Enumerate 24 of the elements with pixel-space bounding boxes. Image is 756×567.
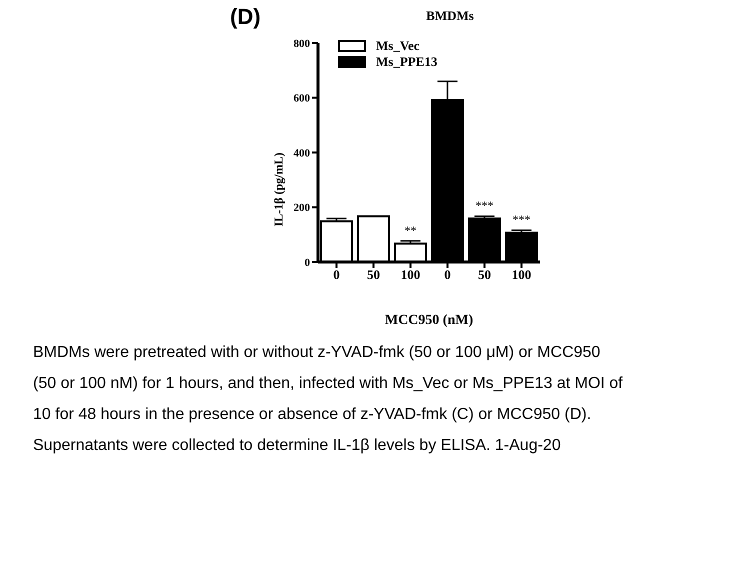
- legend-label: Ms_Vec: [376, 38, 420, 54]
- y-axis-title: IL-1β (pg/mL): [271, 152, 286, 226]
- text: (50 or 100 nM) for 1 hours, and then, infected with Ms_Vec or Ms_PPE13 at MOI of: [33, 374, 623, 394]
- x-tick-label: 50: [367, 267, 380, 282]
- y-tick-label: 600: [294, 92, 310, 105]
- data-label: ***: [475, 198, 494, 212]
- data-label: **: [404, 224, 416, 238]
- text: Supernatants were collected to determine IL-1β levels by ELISA. 1-Aug-20: [33, 436, 562, 456]
- y-tick-label: 800: [294, 38, 310, 50]
- y-tick-label: 400: [294, 147, 310, 160]
- x-tick-label: 0: [333, 267, 340, 282]
- data-label: ***: [512, 212, 530, 227]
- chart-title: BMDMs: [425, 8, 475, 24]
- legend-label: Ms_PPE13: [376, 54, 438, 70]
- text: (D): [230, 4, 261, 30]
- text: 10 for 48 hours in the presence or absence of z-YVAD-fmk (C) or MCC950 (D).: [33, 405, 592, 425]
- x-tick-label: 100: [400, 267, 420, 282]
- x-axis-title: MCC950 (nM): [384, 313, 474, 328]
- y-tick-label: 0: [304, 256, 310, 269]
- x-tick-label: 100: [512, 267, 532, 282]
- text: BMDMs were pretreated with or without z-YVAD-fmk (50 or 100 μM) or MCC950: [33, 343, 602, 363]
- x-tick-label: 0: [444, 267, 451, 282]
- x-tick-label: 50: [478, 267, 491, 282]
- y-tick-label: 200: [294, 202, 310, 214]
